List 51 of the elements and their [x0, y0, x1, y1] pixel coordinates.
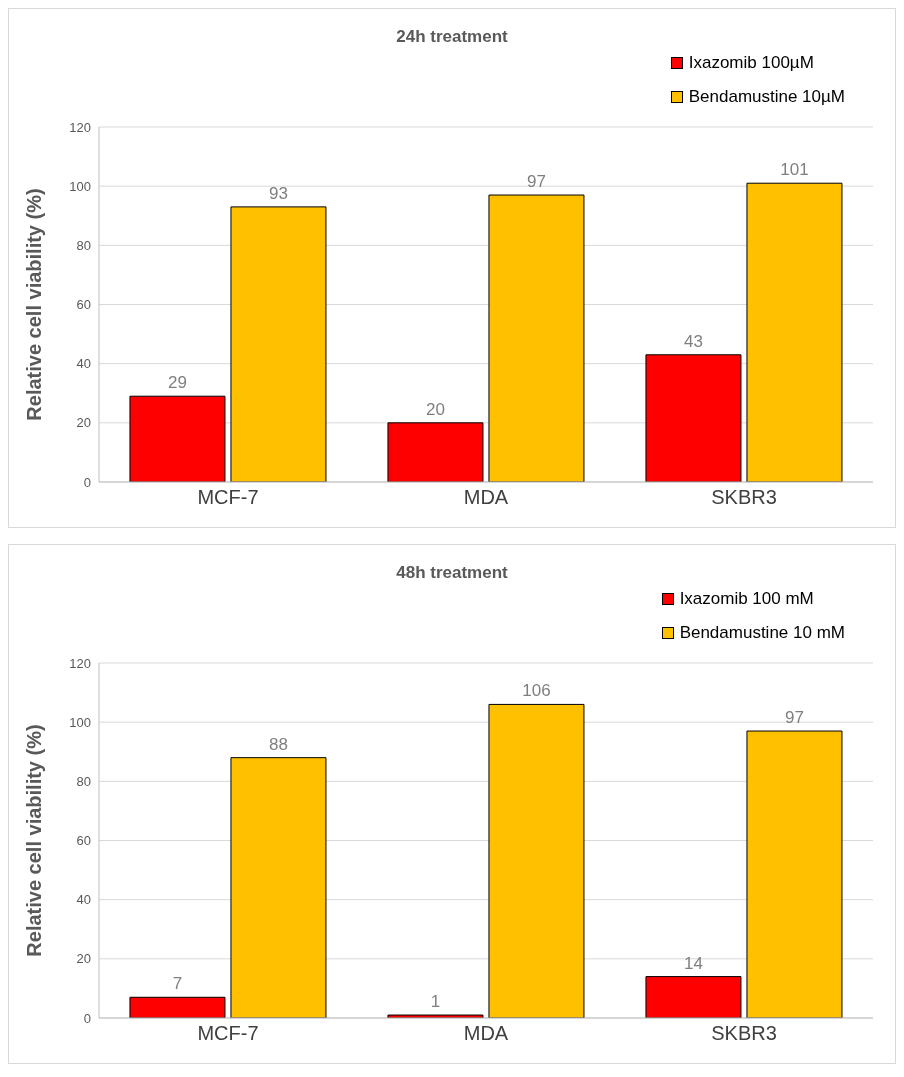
x-tick-label: MCF-7 [197, 1022, 259, 1045]
bar [746, 730, 843, 1018]
y-tick-label: 40 [76, 356, 91, 372]
legend-label: Bendamustine 10µM [688, 87, 845, 107]
y-tick-label: 60 [76, 833, 91, 849]
data-label: 97 [785, 708, 804, 728]
x-tick-label: MCF-7 [197, 486, 259, 509]
data-label: 7 [172, 974, 183, 994]
data-label: 14 [684, 953, 703, 973]
legend-label: Ixazomib 100 mM [679, 589, 814, 609]
x-tick-label: MDA [463, 1022, 509, 1045]
data-label: 106 [522, 681, 551, 701]
data-label: 1 [430, 992, 441, 1012]
x-tick-label: MDA [463, 486, 509, 509]
bar [387, 422, 484, 482]
legend-label: Ixazomib 100µM [688, 53, 814, 73]
chart-title: 24h treatment [395, 26, 509, 48]
y-tick-label: 60 [76, 297, 91, 313]
data-label: 97 [527, 172, 546, 192]
bar [488, 703, 585, 1018]
y-tick-label: 80 [76, 237, 91, 253]
y-tick-label: 0 [83, 1010, 91, 1026]
x-tick-label: SKBR3 [711, 1022, 777, 1045]
data-label: 88 [269, 734, 288, 754]
y-axis-title: Relative cell viability (%) [23, 188, 46, 421]
data-label: 29 [168, 373, 187, 393]
y-tick-label: 0 [83, 474, 91, 490]
bar [645, 354, 742, 482]
data-label: 101 [780, 160, 809, 180]
bar [746, 182, 843, 482]
bar [230, 206, 327, 482]
y-tick-label: 80 [76, 773, 91, 789]
bar [230, 757, 327, 1018]
bar [129, 996, 226, 1018]
data-label: 20 [426, 399, 445, 419]
chart-title: 48h treatment [395, 562, 509, 584]
y-tick-label: 20 [76, 415, 91, 431]
data-label: 43 [684, 331, 703, 351]
y-tick-label: 120 [69, 655, 91, 671]
x-tick-label: SKBR3 [711, 486, 777, 509]
data-label: 93 [269, 183, 288, 203]
y-tick-label: 120 [69, 119, 91, 135]
bar [488, 194, 585, 482]
y-tick-label: 40 [76, 892, 91, 908]
y-tick-label: 100 [69, 178, 91, 194]
legend-label: Bendamustine 10 mM [679, 623, 845, 643]
y-tick-label: 20 [76, 951, 91, 967]
bar [645, 976, 742, 1018]
y-tick-label: 100 [69, 714, 91, 730]
y-axis-title: Relative cell viability (%) [23, 724, 46, 957]
bar [129, 395, 226, 482]
